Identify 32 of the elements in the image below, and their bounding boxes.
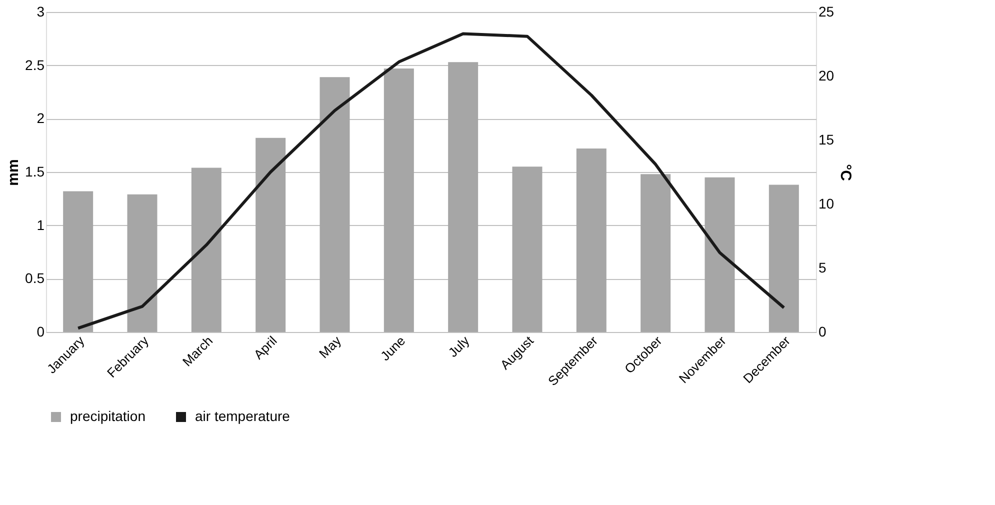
bar — [127, 194, 158, 332]
y2-tick-label: 10 — [818, 196, 834, 212]
y-tick-label: 3 — [36, 4, 45, 20]
x-tick-label: May — [316, 332, 344, 362]
y2-tick-label: 5 — [818, 260, 826, 276]
bar — [256, 138, 286, 332]
y2-tick-label: 15 — [818, 132, 834, 148]
bar — [320, 77, 350, 332]
bar — [63, 191, 94, 332]
y2-tick-label: 20 — [818, 68, 834, 84]
legend-label: air temperature — [195, 408, 290, 424]
bar — [704, 177, 735, 332]
bar — [640, 174, 671, 332]
y-tick-label: 2.5 — [25, 56, 45, 73]
y-tick-label: 1 — [36, 216, 45, 233]
y2-axis-title: °C — [837, 164, 854, 182]
y-tick-label: 0.5 — [25, 270, 45, 286]
bar — [384, 68, 414, 332]
bar — [576, 148, 606, 332]
bar — [512, 166, 542, 332]
y-tick-label: 2 — [36, 110, 45, 126]
y-tick-label: 0 — [36, 324, 45, 340]
y2-tick-label: 0 — [818, 324, 826, 340]
y-axis-title: mm — [5, 159, 22, 186]
legend-label: precipitation — [70, 408, 146, 424]
line-series — [76, 32, 786, 330]
bar — [448, 62, 478, 332]
x-tick-label: July — [445, 332, 473, 360]
bar — [191, 168, 222, 332]
bar — [768, 184, 799, 332]
y-tick-label: 1.5 — [25, 164, 45, 180]
y2-tick-label: 25 — [818, 4, 834, 20]
